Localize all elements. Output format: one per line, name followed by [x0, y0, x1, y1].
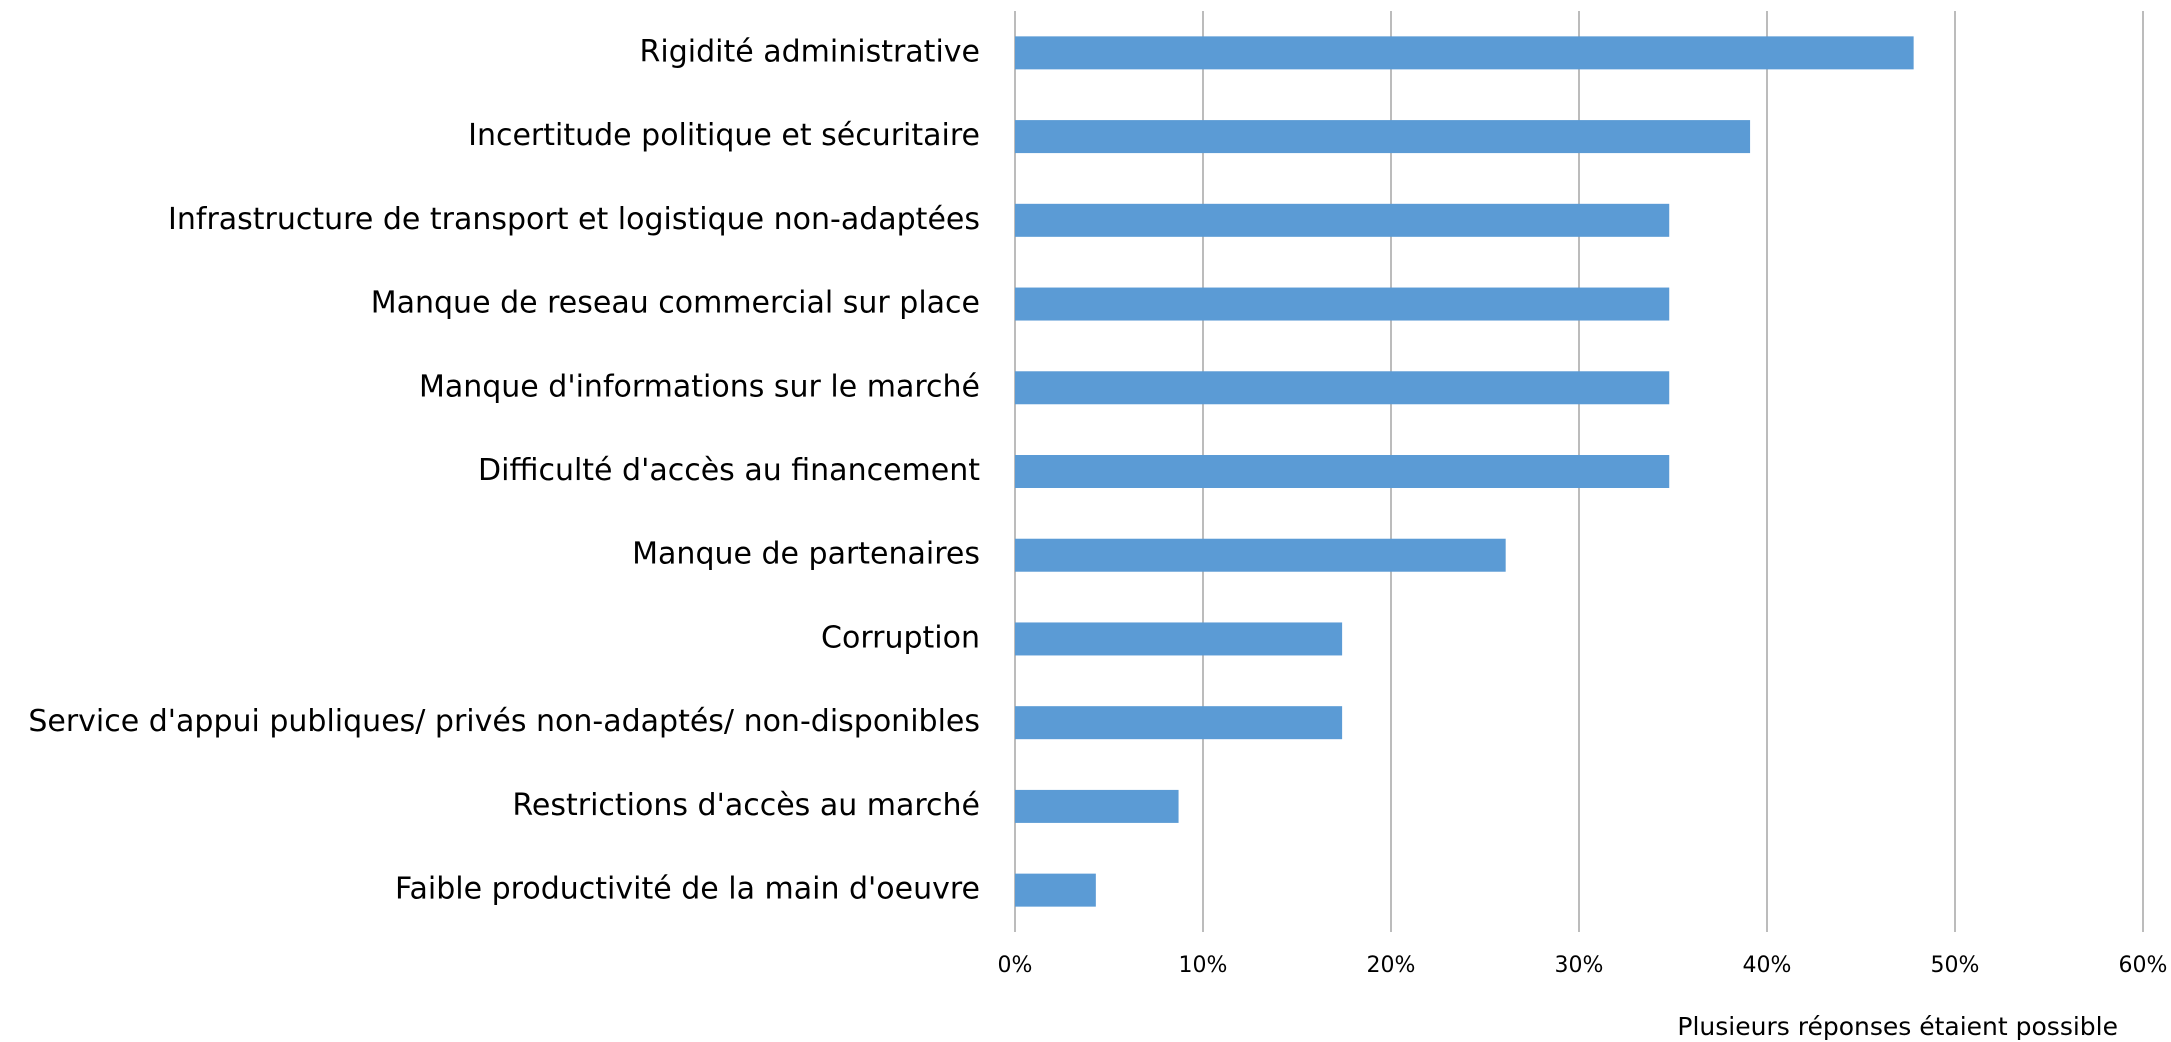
- category-label: Corruption: [821, 620, 980, 655]
- bar: [1015, 538, 1506, 572]
- category-label: Rigidité administrative: [640, 34, 980, 69]
- bar: [1015, 873, 1096, 907]
- annotation: Plusieurs réponses étaient possible: [1677, 1012, 2118, 1041]
- x-tick-label: 10%: [1179, 953, 1228, 978]
- bar: [1015, 287, 1670, 321]
- category-label: Infrastructure de transport et logistiqu…: [168, 202, 980, 237]
- x-tick-label: 20%: [1367, 953, 1416, 978]
- x-tick-label: 0%: [998, 953, 1033, 978]
- bar: [1015, 622, 1343, 656]
- category-label: Manque d'informations sur le marché: [419, 369, 980, 404]
- x-tick-label: 50%: [1931, 953, 1980, 978]
- x-tick-label: 40%: [1743, 953, 1792, 978]
- category-label: Restrictions d'accès au marché: [512, 788, 980, 823]
- category-label: Manque de reseau commercial sur place: [371, 286, 980, 321]
- category-label: Manque de partenaires: [632, 537, 980, 572]
- x-tick-label: 30%: [1555, 953, 1604, 978]
- bar: [1015, 36, 1914, 70]
- bar: [1015, 371, 1670, 405]
- bar: [1015, 455, 1670, 488]
- category-label: Faible productivité de la main d'oeuvre: [395, 872, 980, 907]
- category-label: Incertitude politique et sécuritaire: [468, 118, 980, 153]
- category-label: Difficulté d'accès au financement: [478, 453, 980, 488]
- bar: [1015, 120, 1751, 154]
- x-tick-label: 60%: [2119, 953, 2168, 978]
- category-label: Service d'appui publiques/ privés non-ad…: [28, 704, 980, 739]
- bar: [1015, 203, 1670, 237]
- bar: [1015, 789, 1179, 823]
- bar: [1015, 706, 1343, 740]
